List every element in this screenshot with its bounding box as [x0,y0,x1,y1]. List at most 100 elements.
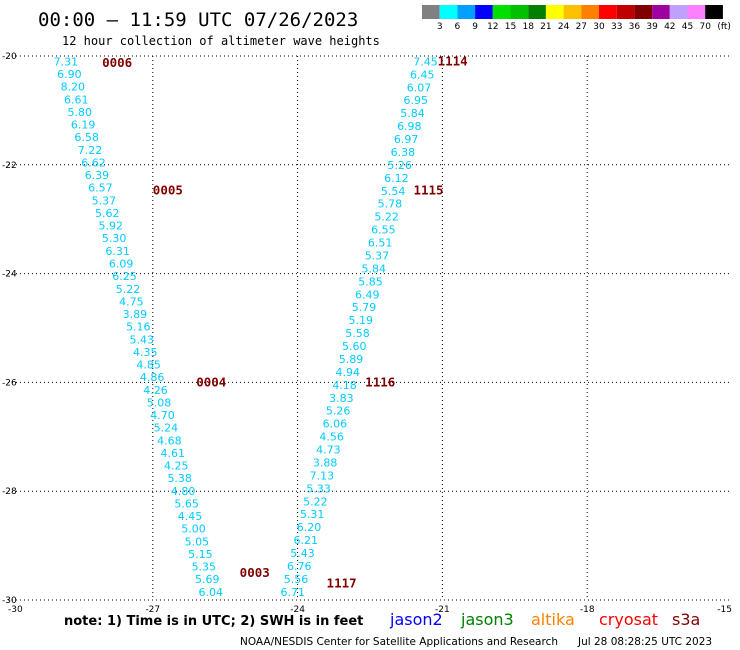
wave-height-value: 5.19 [349,314,374,327]
wave-height-value: 5.22 [374,211,399,224]
wave-height-tracks: 7.316.908.206.615.806.196.587.226.626.39… [54,55,438,598]
x-tick-label: -15 [717,605,732,615]
wave-height-value: 5.08 [147,396,172,409]
wave-height-value: 5.54 [381,185,406,198]
chart-title: 00:00 – 11:59 UTC 07/26/2023 [38,9,358,31]
color-scale-swatch [528,5,546,19]
legend-entry-jason3: jason3 [460,610,514,629]
wave-height-value: 7.13 [310,469,335,482]
footer-note: note: 1) Time is in UTC; 2) SWH is in fe… [64,614,363,629]
wave-height-value: 5.00 [181,523,206,536]
wave-height-value: 5.56 [284,573,309,586]
wave-height-value: 6.12 [384,172,409,185]
wave-height-value: 5.37 [92,194,117,207]
color-scale-swatch [634,5,653,19]
wave-height-value: 3.88 [313,456,338,469]
wave-height-value: 5.65 [174,497,199,510]
color-scale-swatch [545,5,564,19]
wave-height-value: 5.22 [303,495,328,508]
wave-height-value: 6.38 [391,146,416,159]
color-scale-swatch [616,5,635,19]
wave-height-value: 5.60 [342,340,367,353]
color-scale-label: 6 [455,22,461,32]
wave-height-value: 4.68 [157,434,182,447]
wave-height-value: 6.06 [323,418,348,431]
satellite-legend: jason2 jason3 altika cryosat s3a [389,610,700,629]
wave-height-value: 5.58 [345,327,370,340]
wave-height-value: 5.30 [102,232,127,245]
wave-height-value: 5.62 [95,207,120,220]
wave-height-value: 5.84 [400,107,425,120]
wave-height-value: 4.45 [178,510,203,523]
color-scale-label: 21 [540,22,551,32]
wave-height-value: 4.75 [119,295,144,308]
color-scale-unit: (ft) [717,22,731,32]
wave-height-value: 6.20 [297,521,322,534]
wave-height-value: 6.25 [112,270,137,283]
wave-height-value: 6.49 [355,288,380,301]
wave-height-value: 5.43 [290,547,315,560]
color-scale-swatch [422,5,440,19]
x-tick-label: -18 [580,605,595,615]
color-scale-swatch [457,5,476,19]
color-scale-label: 36 [629,22,641,32]
wave-height-value: 6.19 [71,119,96,132]
wave-height-value: 5.35 [192,561,217,574]
color-scale-label: 42 [664,22,675,32]
wave-height-value: 4.35 [133,346,158,359]
wave-height-value: 6.21 [293,534,318,547]
color-scale-label: 45 [682,22,693,32]
wave-height-value: 6.31 [105,245,130,258]
legend-entry-altika: altika [531,610,575,629]
color-scale-swatch [510,5,529,19]
plot-grid [8,55,732,601]
wave-height-value: 6.97 [394,133,419,146]
color-scale-label: 3 [437,22,443,32]
wave-height-value: 4.85 [136,359,161,372]
color-scale-label: 12 [487,22,498,32]
legend-entry-s3a: s3a [672,610,700,629]
color-scale-label: 27 [576,22,587,32]
wave-height-value: 4.26 [143,384,168,397]
wave-height-value: 7.31 [54,55,79,68]
wave-height-value: 6.09 [109,257,134,270]
wave-height-value: 6.62 [81,156,106,169]
wave-height-value: 5.92 [98,220,123,233]
color-scale-label: 33 [611,22,622,32]
color-scale-label: 39 [646,22,658,32]
wave-height-value: 6.98 [397,120,422,133]
wave-height-value: 5.33 [306,482,331,495]
wave-height-value: 6.71 [281,586,306,599]
wave-height-value: 4.56 [319,431,344,444]
timestamp-text: Jul 28 08:28:25 UTC 2023 [577,636,712,648]
color-scale-swatch [705,5,723,19]
color-scale-swatch [652,5,670,19]
wave-height-value: 5.85 [358,275,383,288]
wave-height-value: 7.22 [78,144,103,157]
wave-height-value: 5.22 [116,283,141,296]
x-tick-label: -27 [145,605,160,615]
wave-height-value: 4.80 [171,485,196,498]
y-tick-label: -28 [2,487,17,497]
legend-entry-cryosat: cryosat [599,610,658,629]
color-scale-label: 70 [699,22,711,32]
wave-height-value: 4.18 [332,379,357,392]
wave-height-value: 5.31 [300,508,325,521]
color-scale-legend: 3 6 9 12 15 18 21 24 27 30 33 36 39 42 45 70 (ft) [422,5,731,32]
wave-height-value: 5.78 [378,198,403,211]
pass-labels: 0006 0005 0004 0003 1114 1115 1116 1117 [102,53,468,590]
wave-height-value: 5.38 [167,472,192,485]
pass-number-label: 0006 [102,55,132,70]
wave-height-value: 5.43 [130,333,155,346]
wave-height-value: 6.61 [64,93,89,106]
wave-height-value: 5.15 [188,548,213,561]
y-tick-label: -22 [2,161,17,171]
pass-number-label: 1116 [365,374,395,389]
y-tick-label: -24 [2,270,17,280]
color-scale-swatch [669,5,688,19]
color-scale-label: 24 [558,22,570,32]
wave-height-value: 5.26 [387,159,412,172]
wave-height-value: 6.76 [287,560,312,573]
wave-height-value: 5.79 [352,301,377,314]
